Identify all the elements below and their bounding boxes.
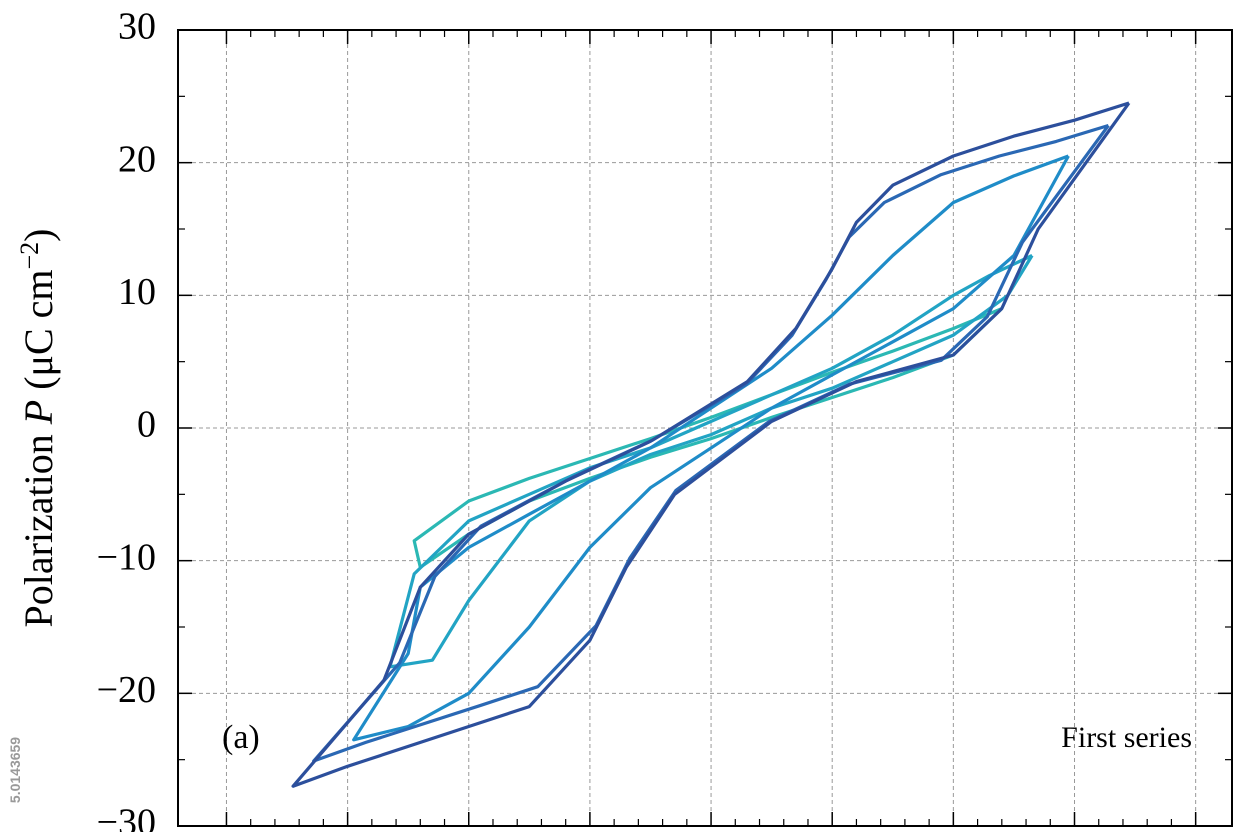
y-tick-label: −20 [97, 669, 156, 711]
y-tick-label: 20 [118, 138, 156, 180]
y-label-part: Polarization [16, 424, 61, 627]
loop-line [291, 101, 1131, 788]
watermark: 5.0143659 [7, 737, 23, 803]
panel-label: (a) [222, 719, 260, 756]
y-tick-label: 0 [137, 404, 156, 446]
loop-line [352, 154, 1070, 742]
y-label-part: (μC cm [16, 269, 61, 399]
series-annotation: First series [1061, 721, 1192, 754]
y-label-part: P [16, 400, 61, 425]
y-tick-label: 10 [118, 271, 156, 313]
y-label-part: ) [16, 228, 61, 241]
y-tick-label: −30 [97, 802, 156, 832]
y-axis-label: Polarization P (μC cm−2) [15, 228, 62, 627]
y-tick-label: −10 [97, 536, 156, 578]
y-tick-label: 30 [118, 6, 156, 48]
y-label-part: −2 [15, 242, 44, 270]
